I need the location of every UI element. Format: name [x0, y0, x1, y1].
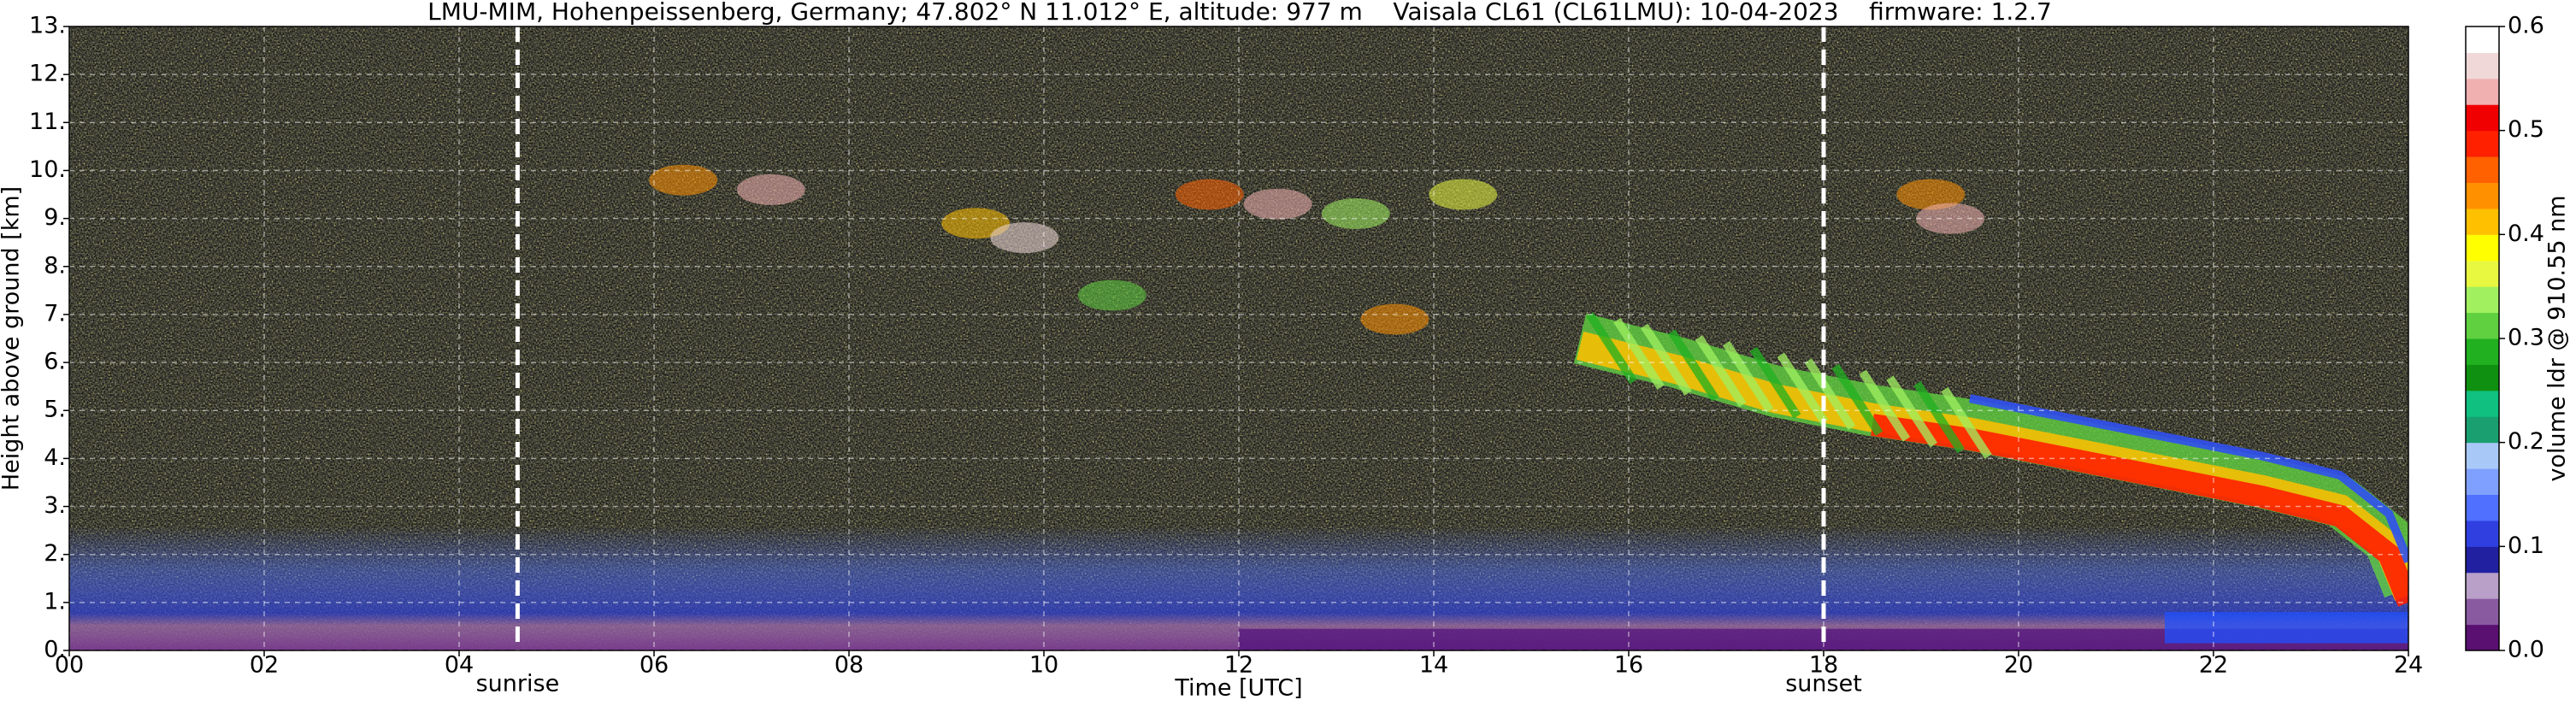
x-tick-label: 06 [640, 652, 669, 679]
x-tick-label: 10 [1029, 652, 1058, 679]
colorbar-segment [2466, 260, 2499, 287]
colorbar-segment [2466, 598, 2499, 626]
fall-streak [1913, 381, 1965, 454]
cloud-top-blue [1969, 394, 2408, 563]
cirrus-patch [1360, 303, 1429, 335]
x-tick-label: 12 [1224, 652, 1253, 679]
colorbar-segment [2466, 624, 2499, 651]
x-tick-label: 18 [1809, 652, 1838, 679]
y-tick-label: 7. [44, 300, 66, 327]
plot-area [69, 26, 2408, 650]
colorbar-label: volume ldr @ 910.55 nm [2544, 196, 2571, 482]
colorbar-segment [2466, 390, 2499, 417]
colorbar-segment [2466, 234, 2499, 262]
x-tick-label: 22 [2199, 652, 2228, 679]
colorbar-segment [2466, 364, 2499, 391]
y-tick-label: 10. [29, 156, 66, 183]
y-tick-label: 8. [44, 252, 66, 279]
colorbar-tick-label: 0.4 [2508, 221, 2544, 247]
x-tick-label: 14 [1419, 652, 1448, 679]
x-tick-label: 20 [2004, 652, 2033, 679]
colorbar-segment [2466, 286, 2499, 314]
x-tick-label: 04 [445, 652, 474, 679]
surface-blue [2165, 612, 2408, 644]
cirrus-patch [1175, 179, 1244, 210]
colorbar-segment [2466, 520, 2499, 547]
colorbar-tick-label: 0.5 [2508, 116, 2544, 143]
fall-streak [1695, 335, 1747, 408]
x-axis-label: Time [UTC] [1174, 675, 1302, 702]
fall-streak [1941, 386, 1992, 459]
y-tick-label: 13. [29, 13, 66, 39]
colorbar-segment [2466, 494, 2499, 521]
fall-streak [1586, 312, 1637, 385]
chart-title: LMU-MIM, Hohenpeissenberg, Germany; 47.8… [427, 0, 2052, 26]
colorbar-segment [2466, 416, 2499, 444]
y-tick-label: 0. [44, 637, 66, 663]
colorbar-tick-label: 0.1 [2508, 532, 2544, 559]
y-axis-label: Height above ground [km] [0, 186, 25, 491]
x-tick-label: 02 [250, 652, 279, 679]
colorbar-segment [2466, 546, 2499, 574]
colorbar-tick-label: 0.0 [2508, 637, 2544, 663]
fall-streak [1886, 375, 1938, 448]
x-tick-label: 24 [2394, 652, 2423, 679]
y-tick-label: 12. [29, 61, 66, 87]
colorbar-segment [2466, 468, 2499, 495]
cloud-red [1871, 414, 2408, 607]
y-tick-label: 6. [44, 349, 66, 375]
cirrus-patch [941, 208, 1011, 239]
colorbar-tick-label: 0.6 [2508, 13, 2544, 39]
colorbar-segment [2466, 156, 2499, 183]
y-tick-label: 9. [44, 204, 66, 231]
cirrus-patch [1077, 279, 1147, 311]
colorbar-segment [2466, 182, 2499, 209]
cirrus-patch [1896, 179, 1966, 210]
colorbar-tick-label: 0.3 [2508, 325, 2544, 351]
fall-streak [1722, 340, 1774, 413]
fall-streak [1804, 358, 1856, 431]
colorbar-segment [2466, 208, 2499, 235]
x-tick-label: 16 [1614, 652, 1643, 679]
y-tick-label: 11. [29, 109, 66, 135]
colorbar-segment [2466, 78, 2499, 105]
y-tick-label: 3. [44, 492, 66, 519]
annotation-label: sunset [1785, 671, 1862, 697]
colorbar-segment [2466, 572, 2499, 599]
colorbar-tick-label: 0.2 [2508, 428, 2544, 455]
plot-border [68, 26, 2409, 651]
colorbar-segment [2466, 52, 2499, 79]
colorbar-segment [2466, 338, 2499, 365]
colorbar-segment [2466, 26, 2499, 53]
fall-streak [1859, 369, 1911, 442]
fall-streak [1641, 323, 1692, 396]
cirrus-patch [990, 222, 1059, 254]
fall-streak [1831, 363, 1883, 436]
fall-streak [1667, 329, 1719, 402]
x-tick-label: 08 [834, 652, 864, 679]
colorbar-segment [2466, 312, 2499, 339]
cirrus-patch [649, 164, 718, 196]
x-tick-label: 00 [55, 652, 84, 679]
y-tick-label: 2. [44, 540, 66, 567]
colorbar-segment [2466, 442, 2499, 469]
fall-streak [1613, 317, 1665, 391]
cirrus-patch [1429, 179, 1498, 210]
y-tick-label: 1. [44, 588, 66, 615]
colorbar-segment [2466, 104, 2499, 132]
y-tick-label: 4. [44, 444, 66, 471]
colorbar-segment [2466, 130, 2499, 157]
cirrus-patch [1243, 188, 1312, 220]
annotation-label: sunrise [476, 671, 560, 697]
y-tick-label: 5. [44, 397, 66, 423]
fall-streak [1749, 346, 1801, 419]
cirrus-patch [736, 174, 805, 205]
cirrus-patch [1321, 198, 1390, 229]
